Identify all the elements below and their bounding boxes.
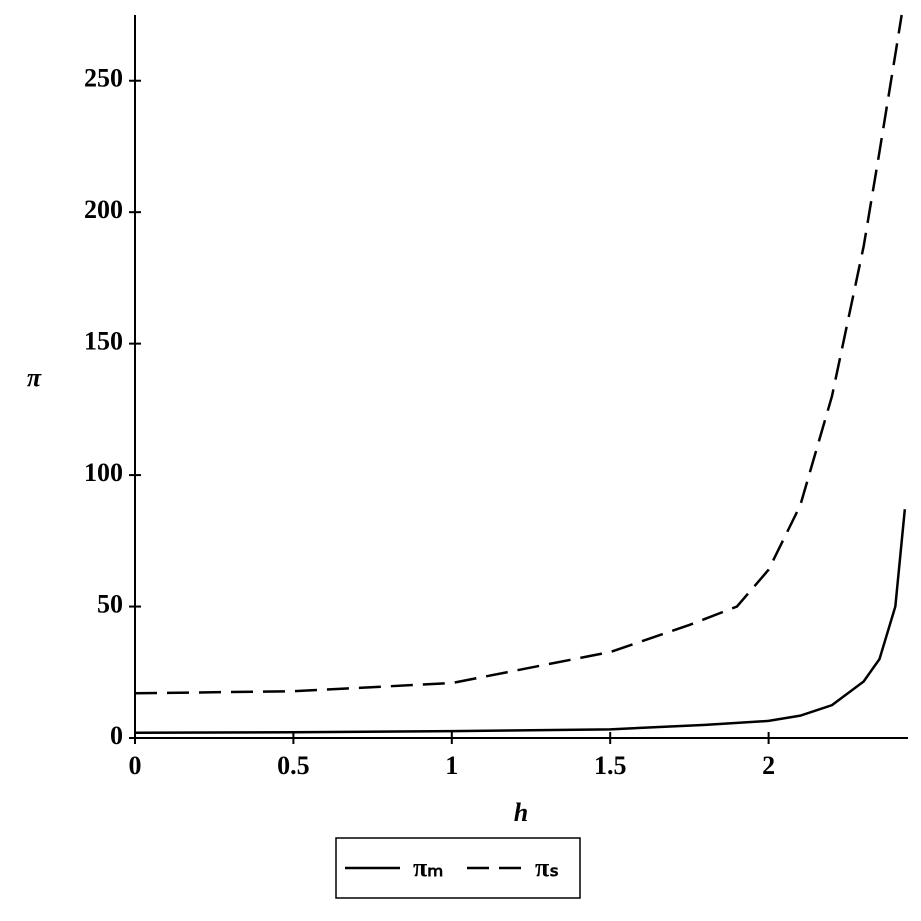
x-tick-label: 1.5 <box>594 751 627 780</box>
y-axis-label: π <box>27 363 42 392</box>
x-tick-label: 2 <box>762 751 775 780</box>
legend-label: πₛ <box>535 853 559 882</box>
y-tick-label: 0 <box>110 721 123 750</box>
x-tick-label: 0 <box>129 751 142 780</box>
y-tick-label: 50 <box>97 590 123 619</box>
y-tick-label: 100 <box>84 458 123 487</box>
x-axis-label: h <box>514 798 528 827</box>
series-line <box>134 14 903 695</box>
y-tick-label: 200 <box>84 195 123 224</box>
x-tick-label: 1 <box>445 751 458 780</box>
series-line <box>134 509 907 734</box>
x-tick-label: 0.5 <box>277 751 310 780</box>
y-tick-label: 250 <box>84 64 123 93</box>
legend-label: πₘ <box>413 853 443 882</box>
legend-box <box>335 837 581 899</box>
y-tick-label: 150 <box>84 327 123 356</box>
